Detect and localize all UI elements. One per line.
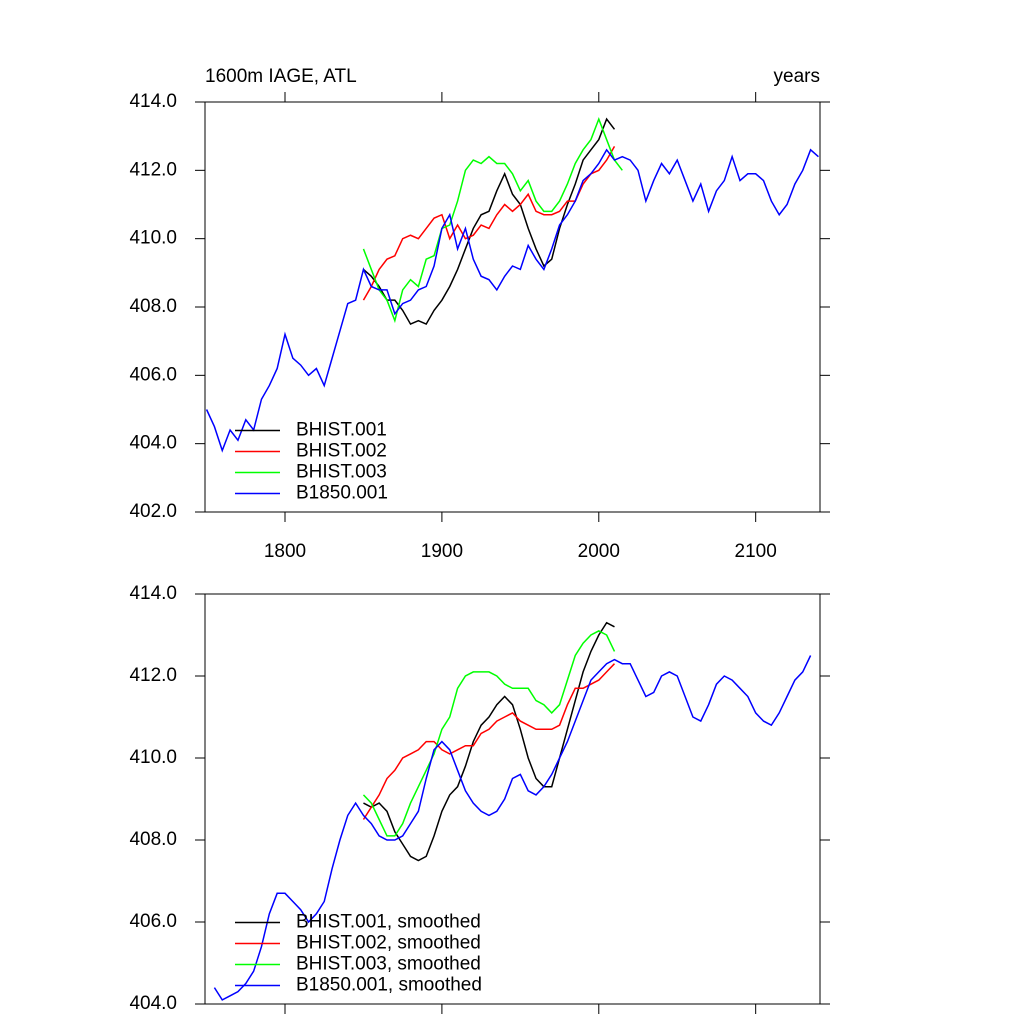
data-line bbox=[362, 663, 616, 820]
y-tick-label: 414.0 bbox=[129, 583, 177, 604]
legend-label: BHIST.001 bbox=[296, 420, 387, 441]
x-tick-label: 2100 bbox=[735, 541, 777, 562]
units-label: years bbox=[774, 66, 820, 87]
y-tick-label: 410.0 bbox=[129, 747, 177, 768]
legend-label: B1850.001 bbox=[296, 483, 388, 504]
legend-label: BHIST.002, smoothed bbox=[296, 933, 481, 954]
data-line bbox=[213, 655, 812, 1001]
data-line bbox=[205, 148, 819, 453]
y-tick-label: 412.0 bbox=[129, 159, 177, 180]
y-tick-label: 408.0 bbox=[129, 829, 177, 850]
y-tick-label: 404.0 bbox=[129, 993, 177, 1014]
chart-title: 1600m IAGE, ATL bbox=[205, 66, 357, 87]
y-tick-label: 414.0 bbox=[129, 91, 177, 112]
legend-label: BHIST.001, smoothed bbox=[296, 912, 481, 933]
y-tick-label: 406.0 bbox=[129, 911, 177, 932]
x-tick-label: 1800 bbox=[264, 541, 306, 562]
data-line bbox=[362, 146, 616, 301]
y-tick-label: 408.0 bbox=[129, 296, 177, 317]
data-line bbox=[362, 117, 616, 326]
y-tick-label: 406.0 bbox=[129, 364, 177, 385]
data-line bbox=[362, 116, 623, 324]
legend-label: BHIST.003, smoothed bbox=[296, 954, 481, 975]
legend-label: BHIST.003 bbox=[296, 462, 387, 483]
legend-label: BHIST.002 bbox=[296, 441, 387, 462]
legend-label: B1850.001, smoothed bbox=[296, 975, 482, 996]
y-tick-label: 412.0 bbox=[129, 665, 177, 686]
data-line bbox=[363, 621, 615, 862]
y-tick-label: 410.0 bbox=[129, 228, 177, 249]
x-tick-label: 2000 bbox=[578, 541, 620, 562]
data-line bbox=[362, 630, 616, 837]
y-tick-label: 402.0 bbox=[129, 501, 177, 522]
y-tick-label: 404.0 bbox=[129, 433, 177, 454]
plot-frame bbox=[204, 593, 821, 1005]
x-tick-label: 1900 bbox=[421, 541, 463, 562]
